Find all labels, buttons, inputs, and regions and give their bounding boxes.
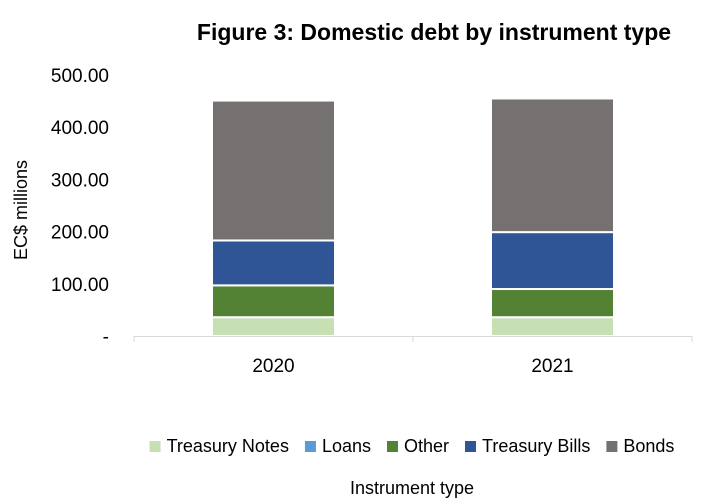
legend-item: Bonds: [606, 436, 674, 456]
x-tick-label: 2021: [531, 356, 573, 377]
legend-swatch: [304, 441, 316, 452]
legend: Treasury Notes Loans Other Treasury Bills Bo…: [149, 436, 674, 456]
legend-label: Loans: [322, 436, 371, 456]
bar-segment: [211, 239, 336, 287]
bar-segment: [211, 284, 336, 319]
legend-swatch: [465, 441, 477, 452]
x-tick-label: 2020: [252, 356, 294, 377]
y-tick-label: 100.00: [51, 275, 109, 296]
legend-label: Bonds: [623, 436, 674, 456]
y-axis-ticks: - 100.00 200.00 300.00 400.00 500.00: [51, 66, 109, 348]
y-tick-label: 400.00: [51, 118, 109, 139]
bar-segment: [490, 316, 615, 338]
y-tick-label: 500.00: [51, 66, 109, 87]
x-axis-title: Instrument type: [350, 478, 474, 498]
bar-segment: [490, 97, 615, 234]
bar-segment: [490, 288, 615, 319]
bar-segment: [211, 99, 336, 242]
y-tick-label: 300.00: [51, 170, 109, 191]
bars: [211, 97, 615, 338]
legend-item: Loans: [304, 436, 371, 456]
legend-label: Treasury Bills: [482, 436, 590, 456]
bar-segment: [211, 316, 336, 338]
legend-swatch: [606, 441, 618, 452]
legend-item: Treasury Notes: [149, 436, 289, 456]
chart-title: Figure 3: Domestic debt by instrument ty…: [197, 19, 671, 45]
legend-label: Other: [404, 436, 449, 456]
legend-label: Treasury Notes: [167, 436, 289, 456]
y-axis-title: EC$ millions: [11, 160, 31, 260]
x-axis-ticks: 2020 2021: [133, 336, 693, 377]
legend-swatch: [386, 441, 398, 452]
legend-swatch: [149, 441, 161, 452]
y-tick-label: 200.00: [51, 223, 109, 244]
bar-segment: [490, 231, 615, 291]
legend-item: Other: [386, 436, 449, 456]
legend-item: Treasury Bills: [465, 436, 590, 456]
y-tick-label: -: [103, 327, 109, 348]
